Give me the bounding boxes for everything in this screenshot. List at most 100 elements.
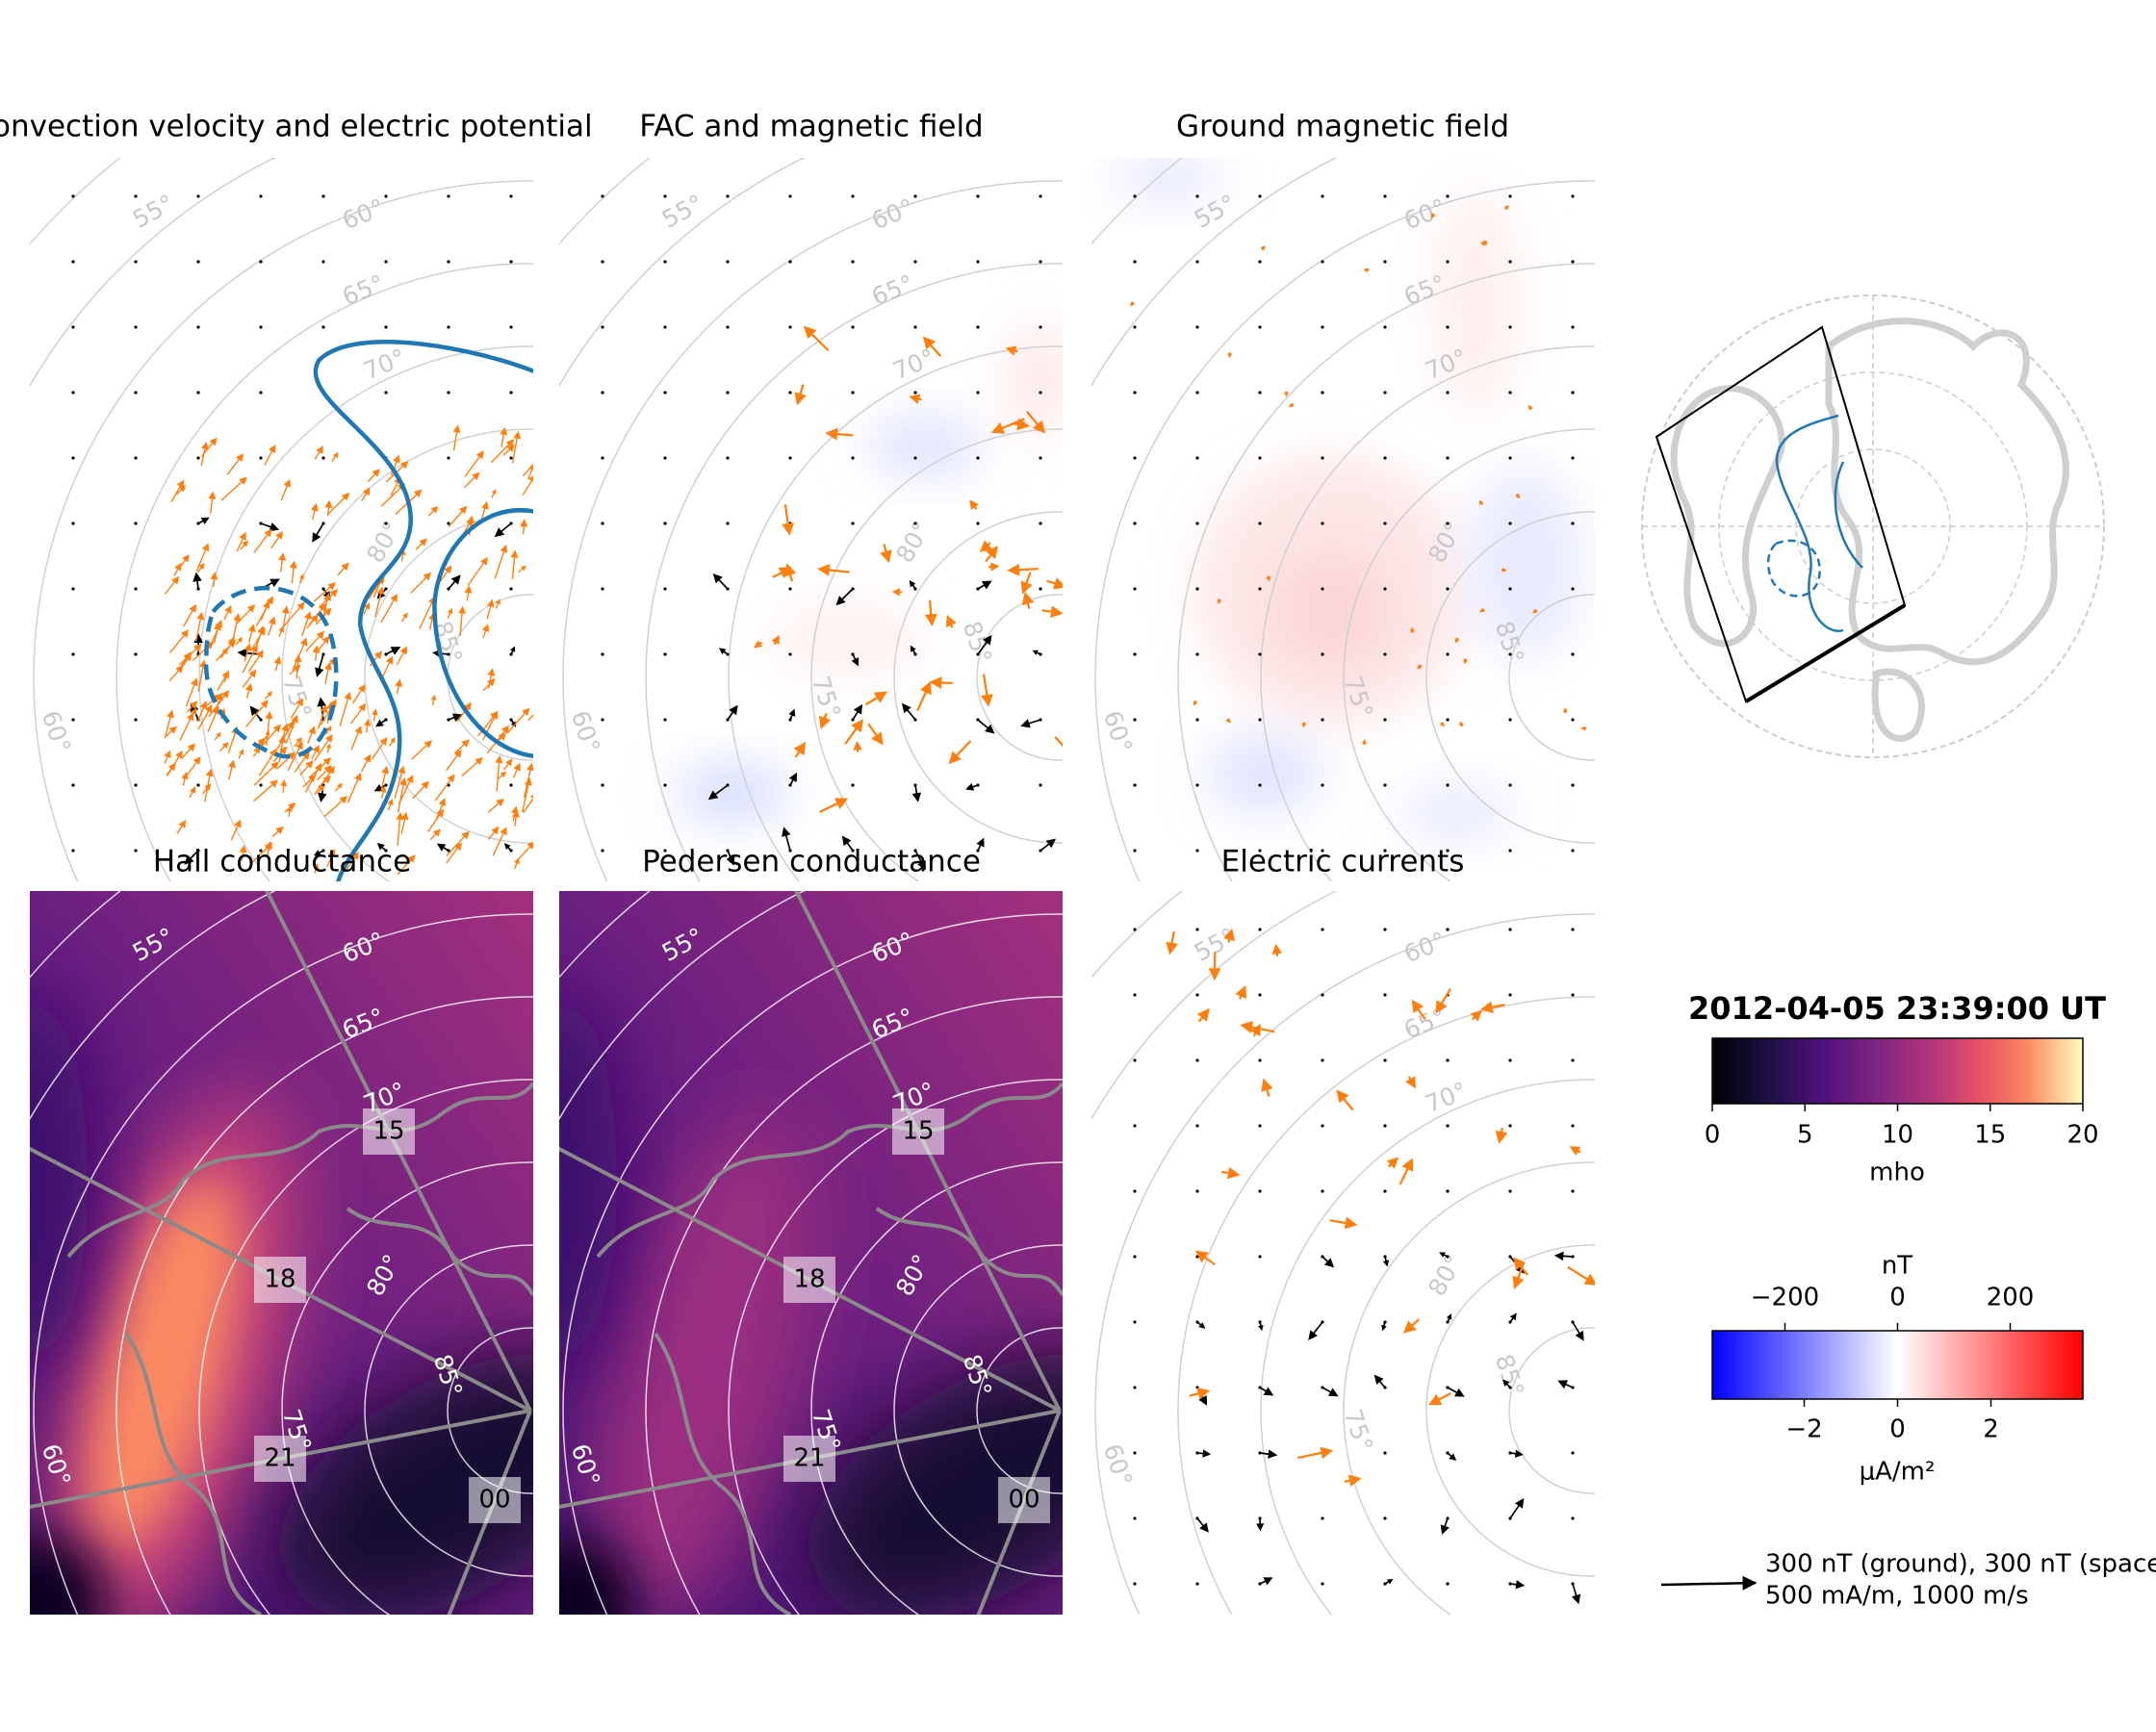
vector-shaft bbox=[834, 432, 854, 437]
grid-dot bbox=[1446, 260, 1450, 264]
timestamp: 2012-04-05 23:39:00 UT bbox=[1688, 990, 2106, 1027]
grid-dot bbox=[71, 325, 75, 329]
vector-shaft bbox=[427, 509, 435, 517]
colorbar-tick-label: −200 bbox=[1751, 1284, 1819, 1312]
vector-head bbox=[167, 709, 174, 719]
grid-dot bbox=[1508, 1058, 1512, 1062]
vector-shaft bbox=[464, 455, 481, 477]
grid-dot bbox=[1383, 1058, 1387, 1062]
vector-head bbox=[1580, 726, 1586, 731]
grid-dot bbox=[788, 652, 792, 656]
vector-head bbox=[447, 607, 453, 615]
vector-head bbox=[221, 742, 229, 750]
grid-dot bbox=[1321, 1124, 1324, 1128]
mlt-label-box bbox=[892, 1108, 944, 1155]
vector-head bbox=[503, 843, 511, 851]
grid-dot bbox=[509, 260, 513, 264]
globe-contour bbox=[1775, 414, 1844, 632]
scale-note: 300 nT (ground), 300 nT (space) bbox=[1765, 1550, 2156, 1579]
grid-dot bbox=[1258, 849, 1262, 853]
field-colorbar bbox=[1711, 1330, 2084, 1400]
vector-shaft bbox=[278, 740, 284, 763]
grid-dot bbox=[1383, 652, 1387, 656]
vector-head bbox=[269, 444, 276, 453]
vector-head bbox=[1288, 402, 1295, 408]
vector-head bbox=[825, 427, 838, 441]
vector-head bbox=[257, 740, 263, 746]
vector-head bbox=[480, 556, 488, 566]
grid-dot bbox=[1321, 928, 1324, 931]
field-blob bbox=[1207, 735, 1322, 812]
vector-shaft bbox=[323, 799, 344, 818]
vector-head bbox=[1217, 599, 1222, 605]
grid-dot bbox=[1258, 522, 1262, 525]
vector-head bbox=[168, 726, 177, 734]
vector-shaft bbox=[228, 765, 233, 780]
vector-head bbox=[983, 634, 992, 646]
vector-head bbox=[453, 842, 462, 852]
vector-head bbox=[270, 761, 279, 770]
field-blob bbox=[771, 600, 925, 677]
vector-head bbox=[267, 691, 273, 698]
vector-head bbox=[283, 478, 292, 488]
conductance-blob bbox=[30, 1536, 107, 1615]
grid-dot bbox=[1039, 194, 1042, 198]
grid-dot bbox=[788, 587, 792, 591]
vector-head bbox=[851, 719, 864, 733]
vector-head bbox=[266, 596, 273, 605]
vector-shaft bbox=[220, 480, 244, 501]
vector-head bbox=[1007, 563, 1020, 576]
vector-head bbox=[1463, 658, 1469, 665]
vector-head bbox=[981, 580, 992, 590]
vector-shaft bbox=[713, 784, 729, 797]
vector-head bbox=[313, 862, 320, 869]
vector-shaft bbox=[294, 755, 307, 773]
vector-head bbox=[910, 645, 916, 652]
grid-dot bbox=[1571, 993, 1575, 997]
vector-head bbox=[329, 699, 337, 708]
vector-head bbox=[239, 476, 247, 485]
vector-shaft bbox=[982, 674, 988, 698]
colorbar-tick-label: 0 bbox=[1705, 1121, 1721, 1150]
vector-shaft bbox=[506, 711, 526, 734]
vector-head bbox=[385, 655, 394, 665]
vector-head bbox=[293, 664, 301, 673]
vector-head bbox=[981, 694, 993, 707]
mlt-meridian bbox=[30, 1146, 531, 1413]
vector-shaft bbox=[477, 715, 495, 737]
vector-head bbox=[917, 859, 926, 871]
grid-dot bbox=[1039, 783, 1042, 787]
grid-dot bbox=[134, 456, 138, 460]
grid-dot bbox=[134, 325, 138, 329]
vector-head bbox=[817, 564, 831, 576]
grid-dot bbox=[1258, 993, 1262, 997]
vector-head bbox=[1504, 205, 1510, 211]
mlt-label-box bbox=[783, 1436, 835, 1482]
vector-head bbox=[1363, 267, 1369, 273]
latitude-label: 65° bbox=[867, 269, 917, 311]
vector-shaft bbox=[1054, 736, 1063, 747]
grid-dot bbox=[1039, 456, 1042, 460]
latitude-circle bbox=[728, 345, 1063, 881]
vector-head bbox=[313, 850, 321, 856]
vector-shaft bbox=[419, 601, 433, 629]
colorbar-tick-label: 10 bbox=[1882, 1121, 1913, 1150]
grid-dot bbox=[1508, 194, 1512, 198]
vector-head bbox=[205, 704, 213, 714]
grid-dot bbox=[601, 849, 604, 853]
vector-shaft bbox=[512, 811, 516, 822]
grid-dot bbox=[663, 260, 667, 264]
grid-dot bbox=[1195, 849, 1199, 853]
grid-dot bbox=[71, 718, 75, 722]
vector-head bbox=[969, 499, 979, 510]
vector-head bbox=[308, 726, 316, 735]
vector-head bbox=[835, 596, 846, 606]
vector-shaft bbox=[448, 509, 464, 527]
mlt-label-box bbox=[363, 1108, 415, 1155]
vector-head bbox=[275, 530, 283, 540]
vector-head bbox=[1454, 1388, 1465, 1397]
vector-shaft bbox=[372, 581, 381, 598]
grid-dot bbox=[976, 260, 980, 264]
grid-dot bbox=[1383, 587, 1387, 591]
vector-shaft bbox=[1509, 1503, 1521, 1519]
